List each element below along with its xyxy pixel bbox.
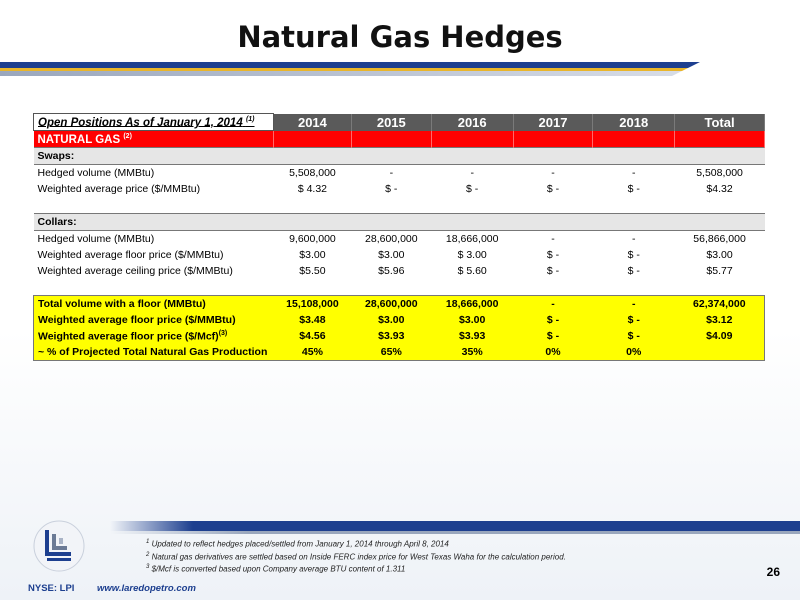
table-cell: $ 5.60: [457, 265, 487, 277]
table-cell: $ -: [546, 265, 560, 277]
table-cell: $3.00: [351, 312, 432, 328]
table-cell: $5.96: [378, 265, 405, 277]
open-positions-label: Open Positions As of January 1, 2014 (1): [33, 113, 274, 131]
table-cell: 28,600,000: [365, 233, 418, 245]
swaps-section-row: Swaps:: [33, 147, 765, 165]
section-label: Swaps:: [33, 147, 274, 165]
header-stripe: [0, 62, 700, 76]
page-title: Natural Gas Hedges: [237, 20, 563, 54]
table-cell: $3.12: [674, 312, 765, 328]
table-row: Total volume with a floor (MMBtu) 15,108,…: [33, 295, 765, 312]
table-cell: $4.09: [674, 328, 765, 344]
table-cell: $3.93: [431, 328, 514, 344]
table-cell: 56,866,000: [693, 233, 746, 245]
table-cell: $4.32: [706, 183, 733, 195]
table-cell: 5,508,000: [696, 167, 743, 179]
table-cell: -: [551, 233, 555, 245]
table-cell: $ -: [592, 328, 675, 344]
table-cell: 62,374,000: [674, 295, 765, 312]
table-cell: $ -: [592, 312, 675, 328]
natural-gas-row: NATURAL GAS (2): [33, 130, 765, 148]
table-row: Weighted average price ($/MMBtu) $ 4.32 $ …: [34, 181, 765, 197]
header-row: Open Positions As of January 1, 2014 (1)…: [33, 113, 765, 131]
table-cell: -: [513, 295, 593, 312]
footnote: 1 Updated to reflect hedges placed/settl…: [146, 539, 449, 549]
table-cell: 0%: [513, 344, 593, 361]
table-cell: -: [631, 233, 636, 245]
table-row: Hedged volume (MMBtu) 5,508,000 - - - - 5,508,…: [34, 165, 765, 182]
table-cell: -: [631, 167, 636, 179]
table-cell: $ -: [546, 249, 560, 261]
table-cell: 28,600,000: [351, 295, 432, 312]
table-cell: $ -: [385, 183, 398, 195]
row-label: Weighted average price ($/MMBtu): [37, 183, 201, 195]
table-row: ~ % of Projected Total Natural Gas Produ…: [33, 344, 765, 361]
table-cell: $ -: [627, 183, 640, 195]
table-row: Weighted average floor price ($/Mcf)(3) $…: [33, 328, 765, 344]
year-header: 2014: [273, 113, 352, 131]
table-cell: 15,108,000: [273, 295, 352, 312]
table-cell: 9,600,000: [289, 233, 336, 245]
table-cell: 5,508,000: [289, 167, 336, 179]
row-label: Total volume with a floor (MMBtu): [33, 295, 274, 312]
table-cell: [674, 344, 765, 361]
table-cell: $3.00: [706, 249, 733, 261]
table-cell: $3.00: [431, 312, 514, 328]
table-row: Weighted average floor price ($/MMBtu) $3…: [33, 312, 765, 328]
table-cell: -: [470, 167, 474, 179]
total-header: Total: [674, 113, 765, 131]
table-cell: $ -: [627, 249, 640, 261]
table-cell: $4.56: [273, 328, 352, 344]
table-row: Weighted average floor price ($/MMBtu) $3…: [34, 247, 765, 263]
table-cell: 65%: [351, 344, 432, 361]
row-label: Hedged volume (MMBtu): [37, 167, 155, 179]
table-cell: $ -: [513, 328, 593, 344]
table-cell: 0%: [592, 344, 675, 361]
year-header: 2017: [513, 113, 594, 131]
footer-stripe: [110, 521, 800, 531]
collars-section-row: Collars:: [33, 213, 765, 231]
row-label: Weighted average floor price ($/MMBtu): [37, 249, 224, 261]
year-header: 2018: [592, 113, 676, 131]
table-cell: 18,666,000: [431, 295, 514, 312]
year-header: 2015: [351, 113, 432, 131]
footnote: 3 $/Mcf is converted based upon Company …: [146, 564, 406, 574]
table-row: Hedged volume (MMBtu) 9,600,000 28,600,000…: [34, 231, 765, 248]
table-cell: $3.48: [273, 312, 352, 328]
row-label: Hedged volume (MMBtu): [37, 233, 155, 245]
table-cell: $ -: [627, 265, 640, 277]
row-label: Weighted average floor price ($/Mcf)(3): [33, 328, 274, 344]
table-cell: 35%: [431, 344, 514, 361]
page-number: 26: [766, 565, 780, 579]
row-label: ~ % of Projected Total Natural Gas Produ…: [33, 344, 274, 361]
table-cell: $ -: [466, 183, 479, 195]
table-cell: $3.93: [351, 328, 432, 344]
company-logo-icon: [33, 520, 85, 572]
table-cell: $ 4.32: [297, 183, 328, 195]
table-cell: -: [592, 295, 675, 312]
website-link[interactable]: www.laredopetro.com: [97, 583, 196, 594]
table-cell: -: [389, 167, 394, 179]
table-cell: $ 3.00: [457, 249, 487, 261]
table-row: Weighted average ceiling price ($/MMBtu)…: [34, 263, 765, 279]
footnotes: 1 Updated to reflect hedges placed/settl…: [146, 537, 746, 575]
table-cell: $5.77: [706, 265, 733, 277]
table-cell: $ -: [513, 312, 593, 328]
ticker: NYSE: LPI: [28, 583, 75, 594]
table-cell: $3.00: [378, 249, 405, 261]
footer-stripe-thin: [110, 531, 800, 534]
year-header: 2016: [431, 113, 514, 131]
table-cell: 18,666,000: [445, 233, 499, 245]
section-label: Collars:: [33, 213, 274, 231]
table-cell: $5.50: [299, 265, 326, 277]
row-label: Weighted average floor price ($/MMBtu): [33, 312, 274, 328]
table-cell: $3.00: [299, 249, 326, 261]
table-cell: 45%: [273, 344, 352, 361]
hedges-table: Open Positions As of January 1, 2014 (1)…: [33, 113, 765, 361]
natural-gas-label: NATURAL GAS (2): [33, 130, 274, 148]
row-label: Weighted average ceiling price ($/MMBtu): [37, 265, 233, 277]
table-cell: $ -: [546, 183, 560, 195]
footnote: 2 Natural gas derivatives are settled ba…: [146, 551, 566, 562]
table-cell: -: [551, 167, 555, 179]
